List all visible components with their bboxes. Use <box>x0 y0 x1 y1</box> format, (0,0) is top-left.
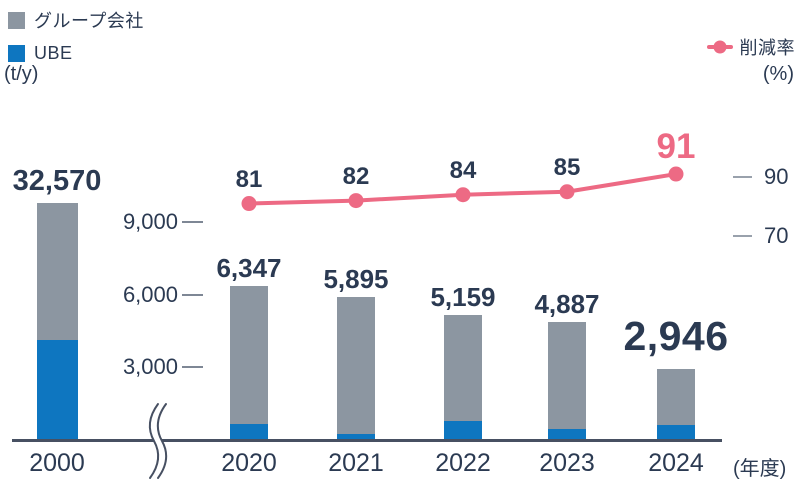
x-axis-label-2022: 2022 <box>435 449 491 477</box>
bar-ube-2022 <box>444 421 482 440</box>
reduction-rate-point-2021 <box>348 193 364 209</box>
reduction-rate-label-2020: 81 <box>235 165 263 193</box>
bar-group-2021 <box>337 297 375 440</box>
left-axis-unit: (t/y) <box>4 63 39 85</box>
left-tick-label-6000: 6,000 <box>122 281 178 307</box>
reduction-rate-point-2024 <box>668 166 684 182</box>
bar-value-label-2000: 32,570 <box>12 165 102 197</box>
legend-item-group-companies: グループ会社 <box>8 7 144 33</box>
group-companies-swatch-icon <box>8 11 25 29</box>
legend-label-ube: UBE <box>34 43 73 63</box>
bar-ube-2020 <box>230 424 268 440</box>
bar-value-label-2021: 5,895 <box>323 264 389 295</box>
right-tick-mark <box>733 176 752 178</box>
bar-ube-2000 <box>36 339 78 440</box>
reduction-rate-line-icon <box>706 40 733 54</box>
legend-label-reduction-rate: 削減率 <box>739 38 795 58</box>
bar-value-label-2024: 2,946 <box>623 312 729 359</box>
right-tick-label-70: 70 <box>764 223 789 248</box>
bar-group-2022 <box>444 315 482 440</box>
ube-swatch-icon <box>8 45 25 62</box>
reduction-rate-label-2021: 82 <box>342 162 370 190</box>
reduction-rate-dot-icon <box>713 40 726 54</box>
x-axis-label-2023: 2023 <box>539 449 595 477</box>
bar-group-2020 <box>230 286 268 440</box>
x-axis-label-2021: 2021 <box>328 449 384 477</box>
bar-ube-2024 <box>657 424 695 440</box>
x-axis-label-2020: 2020 <box>221 449 277 477</box>
bar-value-label-2023: 4,887 <box>534 288 600 319</box>
legend-item-ube: UBE <box>8 43 144 64</box>
x-axis-unit: (年度) <box>733 458 787 480</box>
x-axis-line <box>12 439 722 442</box>
bar-ube-2021 <box>337 433 375 440</box>
left-tick-mark <box>182 293 203 296</box>
line-legend: 削減率 <box>706 34 796 60</box>
x-axis-label-2024: 2024 <box>648 449 704 477</box>
right-tick-mark <box>733 235 752 237</box>
left-tick-mark <box>182 221 203 224</box>
reduction-rate-point-2023 <box>559 184 575 200</box>
bar-value-label-2022: 5,159 <box>430 282 496 313</box>
reduction-rate-label-2024: 91 <box>656 127 696 167</box>
right-tick-label-90: 90 <box>764 164 789 189</box>
left-tick-mark <box>182 366 203 369</box>
left-tick-label-3000: 3,000 <box>122 354 178 380</box>
bar-value-label-2020: 6,347 <box>216 253 282 284</box>
bar-ube-2023 <box>548 429 586 440</box>
reduction-rate-label-2023: 85 <box>553 153 581 181</box>
reduction-rate-label-2022: 84 <box>449 156 477 184</box>
reduction-rate-point-2022 <box>455 187 471 203</box>
bar-group-2023 <box>548 321 586 440</box>
axis-break-icon <box>148 403 168 479</box>
left-tick-label-9000: 9,000 <box>122 209 178 235</box>
x-axis-label-2000: 2000 <box>29 449 85 477</box>
bar-legend: グループ会社 UBE <box>8 7 144 64</box>
right-axis-unit: (%) <box>762 63 794 85</box>
legend-label-group-companies: グループ会社 <box>34 11 144 31</box>
reduction-rate-point-2020 <box>241 196 257 212</box>
